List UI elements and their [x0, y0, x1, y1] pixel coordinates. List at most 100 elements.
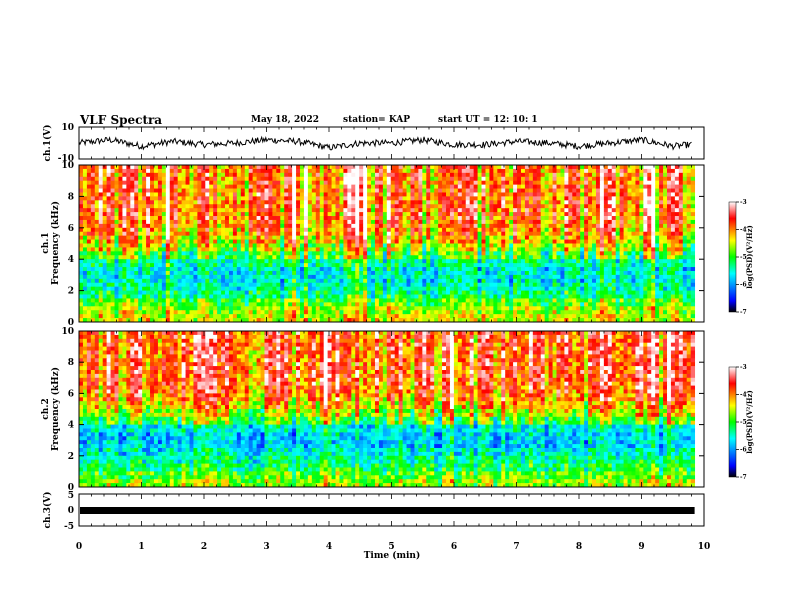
spectrogram-cell — [548, 208, 553, 213]
spectrogram-cell — [327, 212, 332, 217]
spectrogram-cell — [327, 286, 332, 292]
spectrogram-cell — [236, 243, 242, 248]
spectrogram-cell — [485, 282, 490, 288]
spectrogram-cell — [382, 235, 388, 240]
spectrogram-cell — [453, 243, 459, 248]
spectrogram-cell — [118, 188, 123, 193]
spectrogram-cell — [532, 208, 538, 213]
spectrogram-cell — [90, 176, 96, 182]
spectrogram-cell — [552, 180, 557, 186]
spectrogram-cell — [402, 219, 407, 225]
spectrogram-cell — [157, 184, 163, 189]
spectrogram-cell — [256, 180, 261, 186]
spectrogram-cell — [572, 267, 577, 272]
spectrogram-cell — [82, 278, 88, 284]
spectrogram-cell — [173, 274, 179, 280]
spectrogram-cell — [603, 267, 609, 272]
spectrogram-cell — [296, 278, 301, 284]
spectrogram-cell — [363, 255, 368, 260]
spectrogram-cell — [536, 184, 542, 189]
spectrogram-cell — [157, 180, 163, 186]
spectrogram-cell — [138, 212, 143, 217]
spectrogram-cell — [477, 227, 482, 233]
spectrogram-cell — [568, 235, 573, 240]
spectrogram-cell — [631, 212, 636, 217]
spectrogram-cell — [576, 184, 581, 189]
spectrogram-cell — [643, 243, 648, 248]
spectrogram-cell — [430, 188, 435, 193]
spectrogram-cell — [378, 196, 384, 201]
spectrogram-cell — [623, 200, 628, 205]
spectrogram-cell — [98, 176, 104, 182]
spectrogram-cell — [122, 165, 127, 170]
spectrogram-cell — [619, 172, 624, 178]
spectrogram-cell — [276, 200, 281, 205]
spectrogram-cell — [647, 208, 652, 213]
spectrogram-cell — [643, 235, 648, 240]
spectrogram-cell — [102, 192, 108, 197]
spectrogram-cell — [327, 278, 332, 284]
spectrogram-cell — [209, 231, 214, 237]
spectrogram-cell — [307, 200, 313, 205]
spectrogram-cell — [311, 267, 317, 272]
spectrogram-cell — [552, 239, 557, 244]
spectrogram-cell — [485, 188, 490, 193]
spectrogram-cell — [655, 192, 660, 197]
spectrogram-cell — [386, 227, 392, 233]
spectrogram-cell — [260, 165, 265, 170]
spectrogram-cell — [142, 204, 147, 209]
spectrogram-cell — [489, 235, 494, 240]
spectrogram-cell — [564, 286, 569, 292]
spectrogram-cell — [611, 192, 617, 197]
spectrogram-cell — [256, 251, 261, 256]
spectrogram-cell — [311, 188, 317, 193]
spectrogram-cell — [481, 263, 486, 268]
spectrogram-cell — [303, 282, 309, 288]
spectrogram-cell — [607, 243, 613, 248]
spectrogram-cell — [528, 204, 534, 209]
spectrogram-cell — [213, 251, 218, 256]
spectrogram-cell — [588, 251, 593, 256]
spectrogram-cell — [501, 204, 506, 209]
spectrogram-cell — [520, 278, 526, 284]
spectrogram-cell — [635, 165, 640, 170]
spectrogram-cell — [319, 239, 325, 244]
spectrogram-cell — [477, 282, 482, 288]
spectrogram-cell — [228, 282, 234, 288]
spectrogram-cell — [169, 168, 175, 174]
spectrogram-cell — [619, 196, 624, 201]
spectrogram-cell — [225, 286, 230, 292]
spectrogram-cell — [552, 172, 557, 178]
spectrogram-cell — [394, 255, 400, 260]
spectrogram-cell — [82, 227, 88, 233]
spectrogram-cell — [517, 216, 522, 221]
spectrogram-cell — [90, 188, 96, 193]
spectrogram-cell — [465, 282, 471, 288]
spectrogram-cell — [576, 278, 581, 284]
spectrogram-cell — [225, 274, 230, 280]
spectrogram-cell — [595, 176, 601, 182]
spectrogram-cell — [288, 274, 293, 280]
spectrogram-cell — [327, 188, 332, 193]
spectrogram-cell — [351, 263, 356, 268]
spectrogram-cell — [449, 176, 455, 182]
spectrogram-cell — [635, 278, 640, 284]
spectrogram-cell — [209, 278, 214, 284]
spectrogram-cell — [524, 223, 530, 229]
spectrogram-cell — [449, 216, 455, 221]
spectrogram-cell — [615, 172, 621, 178]
spectrogram-cell — [359, 247, 364, 252]
spectrogram-cell — [663, 184, 668, 189]
spectrogram-cell — [659, 282, 664, 288]
spectrogram-cell — [169, 267, 175, 272]
spectrogram-cell — [639, 184, 644, 189]
spectrogram-cell — [315, 180, 321, 186]
spectrogram-cell — [446, 247, 451, 252]
spectrogram-cell — [213, 188, 218, 193]
spectrogram-cell — [319, 216, 325, 221]
spectrogram-cell — [682, 223, 688, 229]
spectrogram-cell — [209, 196, 214, 201]
spectrogram-cell — [232, 188, 238, 193]
spectrogram-cell — [347, 172, 352, 178]
spectrogram-cell — [426, 274, 431, 280]
